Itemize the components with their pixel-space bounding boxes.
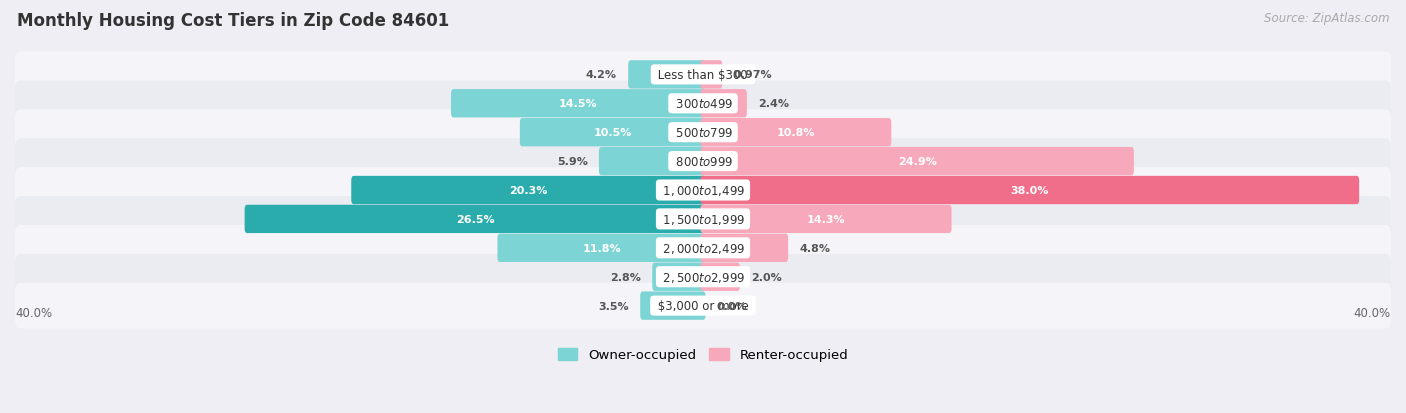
FancyBboxPatch shape bbox=[15, 52, 1391, 98]
Text: 40.0%: 40.0% bbox=[1354, 306, 1391, 319]
FancyBboxPatch shape bbox=[15, 197, 1391, 242]
Text: 20.3%: 20.3% bbox=[509, 185, 547, 195]
FancyBboxPatch shape bbox=[352, 176, 706, 205]
Text: 3.5%: 3.5% bbox=[599, 301, 628, 311]
FancyBboxPatch shape bbox=[498, 234, 706, 262]
FancyBboxPatch shape bbox=[700, 234, 789, 262]
Text: 0.97%: 0.97% bbox=[734, 70, 772, 80]
Text: 5.9%: 5.9% bbox=[557, 157, 588, 167]
FancyBboxPatch shape bbox=[15, 168, 1391, 214]
FancyBboxPatch shape bbox=[15, 81, 1391, 127]
Text: $2,000 to $2,499: $2,000 to $2,499 bbox=[659, 241, 747, 255]
FancyBboxPatch shape bbox=[15, 283, 1391, 329]
Text: 2.8%: 2.8% bbox=[610, 272, 641, 282]
Text: 11.8%: 11.8% bbox=[582, 243, 621, 253]
Text: $800 to $999: $800 to $999 bbox=[672, 155, 734, 168]
Text: Monthly Housing Cost Tiers in Zip Code 84601: Monthly Housing Cost Tiers in Zip Code 8… bbox=[17, 12, 449, 30]
Text: 14.3%: 14.3% bbox=[807, 214, 845, 224]
Text: 10.8%: 10.8% bbox=[776, 128, 815, 138]
FancyBboxPatch shape bbox=[15, 254, 1391, 300]
FancyBboxPatch shape bbox=[700, 176, 1360, 205]
FancyBboxPatch shape bbox=[15, 139, 1391, 185]
Text: Less than $300: Less than $300 bbox=[654, 69, 752, 82]
Text: 2.0%: 2.0% bbox=[751, 272, 782, 282]
FancyBboxPatch shape bbox=[700, 61, 723, 89]
FancyBboxPatch shape bbox=[652, 263, 706, 291]
Text: 24.9%: 24.9% bbox=[897, 157, 936, 167]
FancyBboxPatch shape bbox=[700, 119, 891, 147]
Text: 4.2%: 4.2% bbox=[586, 70, 617, 80]
Text: $300 to $499: $300 to $499 bbox=[672, 97, 734, 111]
FancyBboxPatch shape bbox=[628, 61, 706, 89]
FancyBboxPatch shape bbox=[700, 90, 747, 118]
Text: $2,500 to $2,999: $2,500 to $2,999 bbox=[659, 270, 747, 284]
Legend: Owner-occupied, Renter-occupied: Owner-occupied, Renter-occupied bbox=[553, 343, 853, 367]
Text: 40.0%: 40.0% bbox=[15, 306, 52, 319]
Text: 26.5%: 26.5% bbox=[456, 214, 495, 224]
FancyBboxPatch shape bbox=[15, 225, 1391, 271]
Text: 14.5%: 14.5% bbox=[560, 99, 598, 109]
FancyBboxPatch shape bbox=[15, 110, 1391, 156]
FancyBboxPatch shape bbox=[451, 90, 706, 118]
Text: 0.0%: 0.0% bbox=[717, 301, 748, 311]
FancyBboxPatch shape bbox=[700, 205, 952, 233]
FancyBboxPatch shape bbox=[520, 119, 706, 147]
FancyBboxPatch shape bbox=[700, 147, 1133, 176]
Text: $3,000 or more: $3,000 or more bbox=[654, 299, 752, 312]
FancyBboxPatch shape bbox=[599, 147, 706, 176]
Text: $500 to $799: $500 to $799 bbox=[672, 126, 734, 139]
Text: 2.4%: 2.4% bbox=[758, 99, 789, 109]
Text: 10.5%: 10.5% bbox=[593, 128, 631, 138]
Text: Source: ZipAtlas.com: Source: ZipAtlas.com bbox=[1264, 12, 1389, 25]
FancyBboxPatch shape bbox=[700, 263, 740, 291]
Text: 38.0%: 38.0% bbox=[1011, 185, 1049, 195]
Text: $1,500 to $1,999: $1,500 to $1,999 bbox=[659, 212, 747, 226]
Text: 4.8%: 4.8% bbox=[800, 243, 831, 253]
FancyBboxPatch shape bbox=[245, 205, 706, 233]
Text: $1,000 to $1,499: $1,000 to $1,499 bbox=[659, 183, 747, 197]
FancyBboxPatch shape bbox=[640, 292, 706, 320]
